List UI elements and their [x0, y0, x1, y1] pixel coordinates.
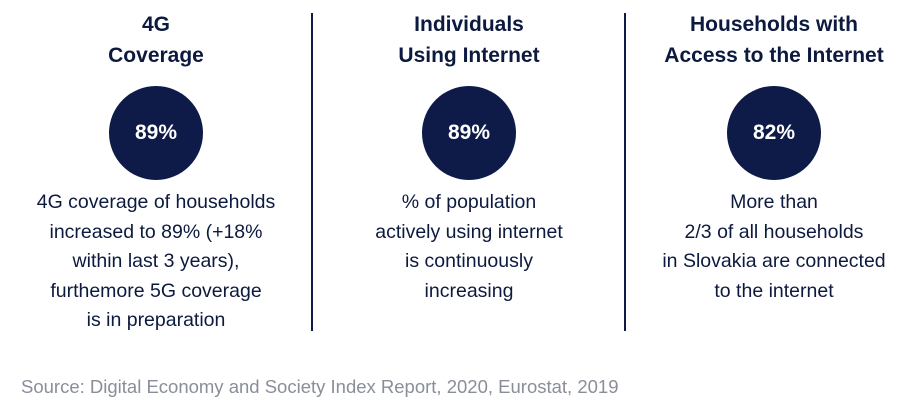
- value-circle: 89%: [422, 86, 516, 180]
- value-circle: 82%: [727, 86, 821, 180]
- value-label: 82%: [752, 121, 796, 144]
- column-divider: [624, 13, 626, 331]
- source-note: Source: Digital Economy and Society Inde…: [21, 376, 619, 397]
- column-title: 4G Coverage: [108, 13, 204, 67]
- stat-column-household-access: Households with Access to the Internet 8…: [626, 0, 922, 340]
- column-description: 4G coverage of households increased to 8…: [36, 191, 276, 331]
- stat-column-4g-coverage: 4G Coverage 89% 4G coverage of household…: [0, 0, 312, 340]
- value-circle: 89%: [109, 86, 203, 180]
- column-divider: [311, 13, 313, 331]
- column-description: % of population actively using internet …: [375, 191, 563, 302]
- stat-column-internet-users: Individuals Using Internet 89% % of popu…: [313, 0, 625, 340]
- column-description: More than 2/3 of all households in Slova…: [662, 191, 886, 302]
- value-label: 89%: [447, 121, 491, 144]
- value-label: 89%: [134, 121, 178, 144]
- column-title: Individuals Using Internet: [398, 13, 540, 67]
- column-title: Households with Access to the Internet: [664, 13, 884, 67]
